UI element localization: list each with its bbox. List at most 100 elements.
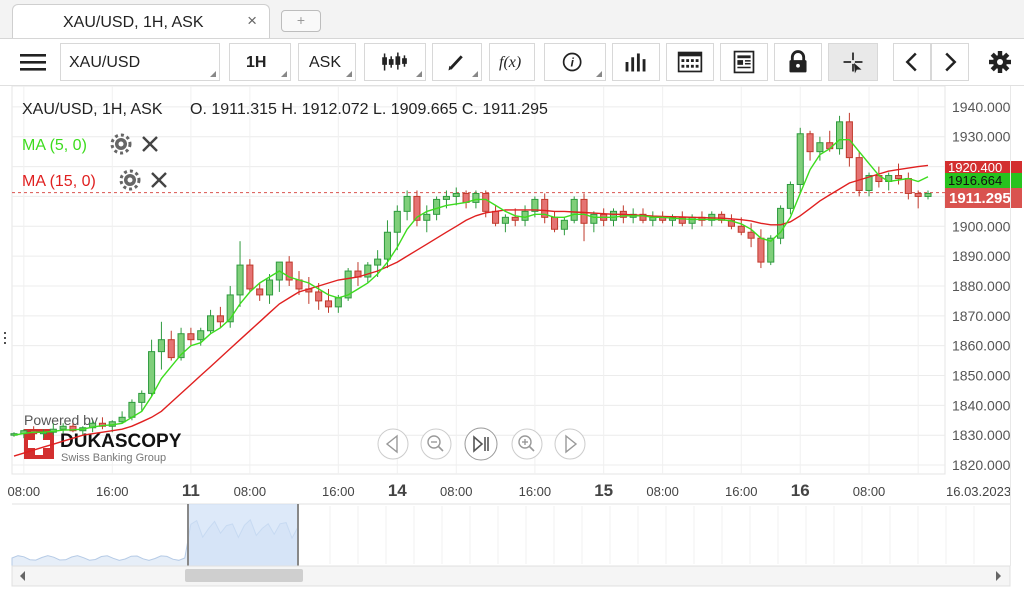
pencil-icon — [448, 55, 463, 71]
menu-button[interactable] — [4, 43, 58, 81]
zoom-in-button[interactable] — [511, 428, 543, 460]
crosshair-button[interactable] — [828, 43, 878, 81]
ma15-close-icon[interactable] — [151, 172, 167, 188]
candle — [256, 282, 264, 301]
svg-text:1911.295: 1911.295 — [949, 190, 1011, 207]
watermark-brand: DUKASCOPY — [60, 431, 182, 452]
overview-navigator[interactable] — [11, 503, 1010, 567]
candle — [786, 181, 794, 215]
ma5-settings-icon[interactable] — [110, 133, 132, 155]
chart-area[interactable]: Powered by DUKASCOPY Swiss Banking Group… — [0, 85, 1024, 591]
ma15-label: MA (15, 0) — [22, 173, 96, 190]
time-tick-label: 14 — [388, 481, 407, 500]
indicators-button[interactable]: f(x) — [489, 43, 535, 81]
price-tick-label: 1860.000 — [952, 338, 1011, 354]
chart-header: XAU/USD, 1H, ASK — [22, 101, 163, 118]
candle — [59, 423, 67, 434]
ma15-line — [13, 164, 929, 457]
watermark-sub: Swiss Banking Group — [61, 452, 166, 464]
draw-tools-button[interactable] — [432, 43, 482, 81]
candle — [324, 288, 333, 313]
price-tag-ma15: 1920.400 — [945, 160, 1022, 175]
calendar-button[interactable] — [666, 43, 714, 81]
tab-chart[interactable]: XAU/USD, 1H, ASK × — [12, 4, 270, 38]
candle — [796, 127, 804, 194]
lock-button[interactable] — [774, 43, 822, 81]
candle — [747, 223, 755, 248]
candles-icon — [382, 52, 407, 71]
toolbar: XAU/USD 1H ASK f(x) i — [0, 39, 1024, 86]
period-select[interactable]: 1H — [229, 43, 291, 81]
tab-title: XAU/USD, 1H, ASK — [63, 14, 204, 31]
svg-text:1916.664: 1916.664 — [948, 173, 1002, 188]
price-tick-label: 1890.000 — [952, 248, 1011, 264]
ma5-close-icon[interactable] — [142, 136, 158, 152]
candle — [118, 411, 126, 424]
time-tick-label: 16:00 — [96, 484, 129, 499]
candle — [265, 274, 274, 304]
time-axis[interactable]: 08:00 16:00 11 08:00 16:00 14 08:00 16:00 15 08:0… — [8, 481, 1012, 500]
tab-close-icon[interactable]: × — [247, 11, 257, 30]
scroll-right-arrow-icon — [996, 571, 1001, 581]
candle — [285, 256, 293, 286]
nav-back-button[interactable] — [377, 428, 409, 460]
scroll-right-button[interactable] — [931, 43, 969, 81]
price-tick-label: 1870.000 — [952, 308, 1011, 324]
candle — [914, 190, 922, 209]
period-label: 1H — [246, 54, 267, 71]
calendar-icon — [677, 51, 703, 73]
volume-button[interactable] — [612, 43, 660, 81]
candle — [148, 339, 156, 397]
candle — [157, 321, 165, 370]
candle — [207, 309, 215, 334]
price-tick-label: 1940.000 — [952, 99, 1011, 115]
settings-button[interactable] — [980, 43, 1020, 81]
candle — [393, 205, 401, 251]
time-tick-label: 08:00 — [853, 484, 886, 499]
candle — [511, 208, 519, 227]
side-select[interactable]: ASK — [298, 43, 356, 81]
time-tick-label: 08:00 — [234, 484, 267, 499]
candle — [403, 190, 411, 221]
news-button[interactable] — [720, 43, 768, 81]
ma15-settings-icon[interactable] — [119, 169, 141, 191]
price-tick-label: 1900.000 — [952, 218, 1011, 234]
candle — [767, 235, 775, 266]
price-tick-label: 1930.000 — [952, 129, 1011, 145]
info-button[interactable]: i — [544, 43, 606, 81]
time-tick-label: 15 — [594, 481, 613, 500]
function-icon: f(x) — [499, 54, 522, 71]
candle — [413, 190, 421, 227]
candle — [501, 214, 509, 233]
right-border — [1010, 86, 1011, 566]
gear-icon — [989, 51, 1011, 73]
time-tick-label: 16:00 — [322, 484, 355, 499]
horizontal-scrollbar[interactable] — [11, 565, 1011, 587]
nav-forward-button[interactable] — [554, 428, 586, 460]
candle — [570, 196, 578, 224]
candle — [315, 282, 323, 310]
candle — [836, 115, 844, 155]
price-tick-label: 1820.000 — [952, 457, 1011, 473]
candle — [383, 220, 392, 269]
price-tag-ma5: 1916.664 — [945, 173, 1022, 188]
scroll-left-button[interactable] — [893, 43, 931, 81]
panel-resize-handle[interactable]: · · · — [2, 322, 8, 352]
menu-icon — [20, 54, 46, 71]
price-axis[interactable]: 1940.0001930.0001920.0001910.0001900.000… — [952, 99, 1011, 473]
chart-type-button[interactable] — [364, 43, 426, 81]
info-icon: i — [562, 52, 582, 72]
lock-icon — [789, 50, 807, 73]
add-tab-button[interactable]: + — [281, 10, 321, 32]
candle — [590, 211, 598, 233]
price-chart[interactable]: Powered by DUKASCOPY Swiss Banking Group… — [0, 85, 1024, 591]
svg-text:1920.400: 1920.400 — [948, 160, 1002, 175]
instrument-select[interactable]: XAU/USD — [60, 43, 220, 81]
candle — [816, 136, 824, 161]
crosshair-icon — [843, 52, 863, 74]
candle — [187, 327, 195, 346]
time-tick-label: 16:00 — [519, 484, 552, 499]
scroll-thumb — [185, 569, 303, 582]
reset-view-button[interactable] — [464, 427, 498, 461]
zoom-out-button[interactable] — [420, 428, 452, 460]
